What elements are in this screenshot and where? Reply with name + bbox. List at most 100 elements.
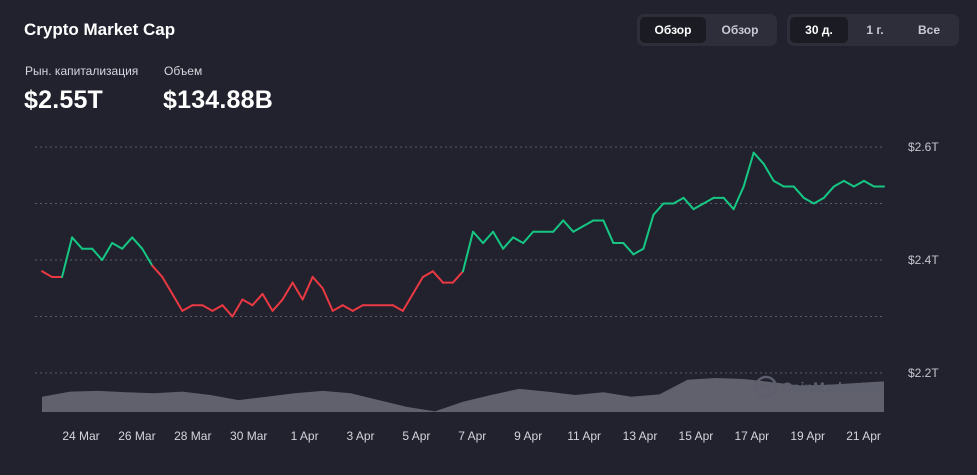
x-tick-label: 13 Apr: [623, 429, 658, 443]
price-line: [41, 151, 885, 318]
price-segment: [181, 304, 194, 312]
page-title: Crypto Market Cap: [24, 20, 176, 39]
price-segment: [131, 236, 144, 250]
view-toggle: Обзор Обзор: [637, 14, 777, 46]
x-tick-label: 11 Apr: [567, 429, 601, 443]
price-segment: [842, 179, 855, 188]
price-segment: [311, 275, 324, 290]
price-segment: [802, 196, 815, 205]
price-segment: [331, 304, 344, 312]
price-segment: [502, 236, 515, 250]
volume-area: [42, 378, 884, 412]
price-segment: [722, 196, 735, 211]
coinmarketcap-logo-icon: [754, 375, 778, 399]
price-segment: [41, 270, 54, 278]
price-segment: [301, 275, 314, 301]
tab-overview[interactable]: Обзор: [640, 17, 706, 43]
price-segment: [351, 304, 364, 312]
price-segment: [552, 219, 565, 233]
x-tick-label: 17 Apr: [734, 429, 769, 443]
price-segment: [822, 185, 835, 199]
y-axis-labels: $2.2T $2.4T $2.6T: [908, 140, 939, 380]
price-segment: [391, 304, 404, 312]
price-segment: [632, 247, 645, 256]
price-segment: [462, 230, 475, 273]
logo-wave-icon: [759, 382, 773, 391]
watermark: CoinMarketCap: [754, 375, 885, 399]
price-segment: [261, 292, 274, 312]
price-segment: [652, 202, 665, 216]
price-segment: [61, 236, 74, 278]
price-segment: [91, 247, 104, 261]
price-segment: [411, 275, 424, 295]
x-tick-label: 3 Apr: [346, 429, 374, 443]
price-segment: [211, 304, 224, 312]
x-tick-label: 15 Apr: [679, 429, 714, 443]
x-axis-labels: 24 Mar 26 Mar 28 Mar 30 Mar 1 Apr 3 Apr 5 Apr 7…: [62, 429, 881, 443]
x-tick-label: 1 Apr: [291, 429, 319, 443]
price-segment: [772, 179, 785, 188]
price-segment: [241, 298, 254, 307]
x-tick-label: 26 Mar: [118, 429, 155, 443]
price-segment: [421, 270, 434, 278]
price-segment: [221, 304, 234, 318]
tab-overview-alt[interactable]: Обзор: [721, 23, 759, 37]
volume-bars: [42, 378, 884, 412]
x-tick-label: 9 Apr: [514, 429, 542, 443]
price-segment: [752, 151, 765, 165]
price-segment: [492, 230, 505, 250]
x-tick-label: 24 Mar: [62, 429, 99, 443]
price-segment: [201, 304, 214, 312]
price-segment: [622, 242, 635, 256]
price-segment: [251, 292, 264, 307]
volume-value: $134.88B: [163, 86, 274, 114]
range-30d-button[interactable]: 30 д.: [790, 17, 848, 43]
price-segment: [742, 151, 755, 188]
price-segment: [321, 287, 334, 312]
price-segment: [281, 281, 294, 301]
range-toggle: 30 д. 1 г. Все: [787, 14, 959, 46]
price-segment: [451, 270, 464, 284]
price-segment: [71, 236, 84, 250]
price-segment: [702, 196, 715, 205]
price-segment: [732, 185, 745, 211]
x-tick-label: 30 Mar: [230, 429, 267, 443]
price-segment: [792, 185, 805, 199]
price-segment: [141, 247, 154, 267]
price-segment: [692, 202, 705, 211]
y-tick-label: $2.4T: [908, 253, 939, 267]
price-segment: [291, 281, 304, 301]
price-segment: [862, 179, 875, 188]
price-segment: [682, 196, 695, 211]
market-cap-label: Рын. капитализация: [25, 64, 139, 78]
price-segment: [271, 298, 284, 312]
price-segment: [171, 292, 184, 312]
price-segment: [512, 236, 525, 245]
volume-label: Объем: [164, 64, 203, 78]
price-segment: [602, 219, 615, 245]
price-segment: [522, 230, 535, 245]
price-segment: [832, 179, 845, 188]
price-segment: [642, 213, 655, 250]
x-tick-label: 7 Apr: [458, 429, 486, 443]
price-segment: [562, 219, 575, 233]
watermark-text: CoinMarketCap: [782, 379, 885, 395]
price-segment: [762, 162, 775, 182]
price-segment: [341, 304, 354, 312]
price-segment: [101, 242, 114, 261]
y-tick-label: $2.6T: [908, 140, 939, 154]
price-segment: [582, 219, 595, 228]
range-1y-button[interactable]: 1 г.: [866, 23, 884, 37]
price-segment: [121, 236, 134, 250]
x-tick-label: 5 Apr: [402, 429, 430, 443]
x-tick-label: 19 Apr: [790, 429, 825, 443]
price-segment: [852, 179, 865, 188]
x-tick-label: 21 Apr: [846, 429, 881, 443]
price-segment: [472, 230, 485, 245]
price-segment: [672, 196, 685, 205]
price-segment: [812, 196, 825, 205]
range-all-button[interactable]: Все: [917, 23, 940, 37]
price-segment: [401, 292, 414, 312]
chart-grid: [35, 146, 885, 374]
